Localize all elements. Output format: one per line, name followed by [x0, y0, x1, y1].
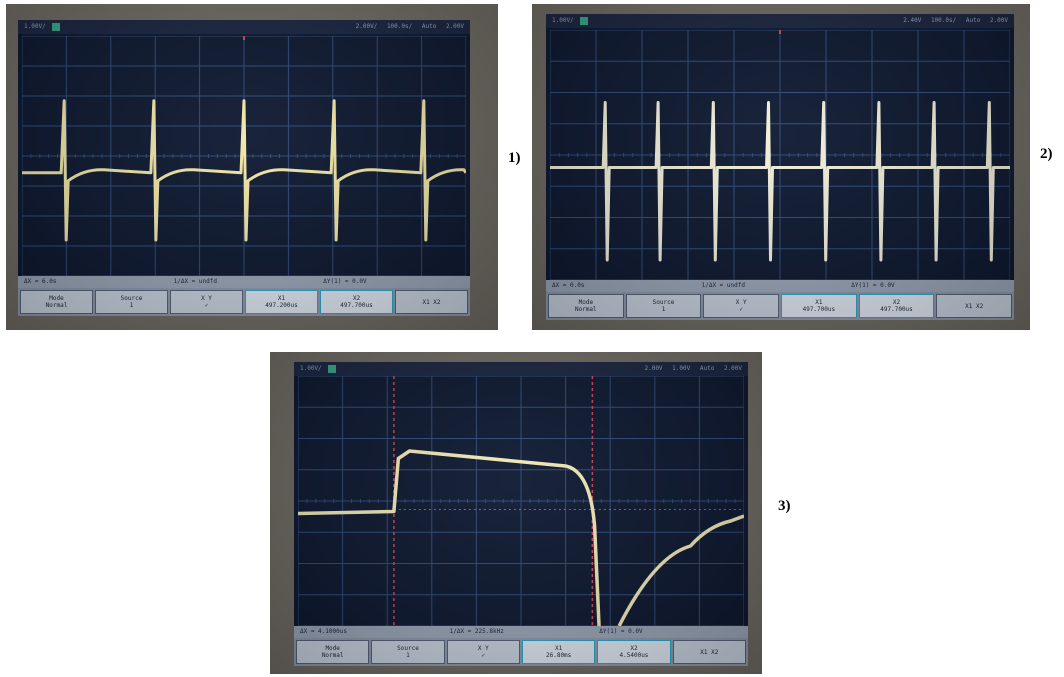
panel-label-3: 3): [778, 498, 791, 514]
softkey-source[interactable]: Source 1: [371, 640, 445, 664]
scope-screen-3: 1.00V/ 2.00V 1.00V Auto 2.00V ΔX = 4.100…: [294, 362, 748, 666]
scope-screen-1: 1.00V/ 2.00V/ 100.0s/ Auto 2.00V ΔX = 6.…: [18, 20, 470, 316]
timebase-readout: 2.00V/: [355, 23, 378, 30]
panel-label-2: 2): [1040, 146, 1053, 162]
softkey-x1[interactable]: X1 497.700us: [781, 294, 857, 318]
waveform-display: [22, 36, 466, 276]
waveform-plot: [550, 30, 1010, 280]
softkey-x2[interactable]: X2 497.700us: [858, 294, 935, 318]
softkey-source[interactable]: Source 1: [95, 290, 168, 314]
measurement-status: ΔX = 0.0s 1/ΔX = undfd ΔY(1) = 0.0V: [546, 280, 1014, 292]
timebase-readout: 2.00V: [644, 365, 663, 372]
channel-scale: 1.00V/: [24, 23, 46, 30]
scope-topbar: 1.00V/ 2.40V 100.0s/ Auto 2.00V: [546, 14, 1014, 28]
softkey-x1[interactable]: X1 26.80ms: [521, 640, 596, 664]
waveform-plot: [22, 36, 466, 276]
softkey-x2[interactable]: X2 497.700us: [320, 290, 393, 314]
scope-topbar: 1.00V/ 2.00V 1.00V Auto 2.00V: [294, 362, 748, 376]
softkey-xy[interactable]: X Y ✓: [703, 294, 780, 318]
timebase-readout: 2.40V: [903, 17, 922, 24]
signal-trace: [550, 101, 1010, 262]
scope-screen-2: 1.00V/ 2.40V 100.0s/ Auto 2.00V ΔX = 0.0…: [546, 14, 1014, 320]
signal-trace: [22, 99, 466, 242]
softkey-x1x2[interactable]: X1 X2: [936, 294, 1013, 318]
scope-topbar: 1.00V/ 2.00V/ 100.0s/ Auto 2.00V: [18, 20, 470, 34]
softkey-row: Mode Normal Source 1 X Y ✓ X1 497.700us X2 49…: [546, 292, 1014, 320]
softkey-mode[interactable]: Mode Normal: [548, 294, 624, 318]
softkey-row: Mode Normal Source 1 X Y ✓ X1 497.200us X2 49…: [18, 288, 470, 316]
waveform-plot: [298, 376, 744, 626]
oscilloscope-photo-1: 1.00V/ 2.00V/ 100.0s/ Auto 2.00V ΔX = 6.…: [6, 4, 498, 330]
softkey-x1x2[interactable]: X1 X2: [395, 290, 468, 314]
oscilloscope-photo-2: 1.00V/ 2.40V 100.0s/ Auto 2.00V ΔX = 0.0…: [532, 4, 1030, 330]
softkey-x1[interactable]: X1 497.200us: [245, 290, 318, 314]
softkey-mode[interactable]: Mode Normal: [20, 290, 93, 314]
channel-scale: 1.00V/: [300, 365, 322, 372]
oscilloscope-photo-3: 1.00V/ 2.00V 1.00V Auto 2.00V ΔX = 4.100…: [270, 352, 762, 674]
softkey-source[interactable]: Source 1: [625, 294, 702, 318]
softkey-xy[interactable]: X Y ✓: [446, 640, 520, 664]
channel-indicator-icon: [51, 22, 60, 31]
waveform-display: [298, 376, 744, 626]
waveform-display: [550, 30, 1010, 280]
measurement-status: ΔX = 4.1000us 1/ΔX = 225.8kHz ΔY(1) = 0.…: [294, 626, 748, 638]
measurement-status: ΔX = 6.0s 1/ΔX = undfd ΔY(1) = 0.0V: [18, 276, 470, 288]
softkey-mode[interactable]: Mode Normal: [296, 640, 370, 664]
softkey-x1x2[interactable]: X1 X2: [672, 640, 746, 664]
softkey-row: Mode Normal Source 1 X Y ✓ X1 26.80ms X2 4.54…: [294, 638, 748, 666]
channel-scale: 1.00V/: [552, 17, 574, 24]
softkey-xy[interactable]: X Y ✓: [170, 290, 243, 314]
channel-indicator-icon: [579, 16, 588, 25]
channel-indicator-icon: [327, 364, 336, 373]
panel-label-1: 1): [508, 150, 521, 166]
signal-trace: [298, 449, 601, 626]
signal-trace-recovery: [617, 514, 744, 626]
softkey-x2[interactable]: X2 4.5400us: [597, 640, 671, 664]
